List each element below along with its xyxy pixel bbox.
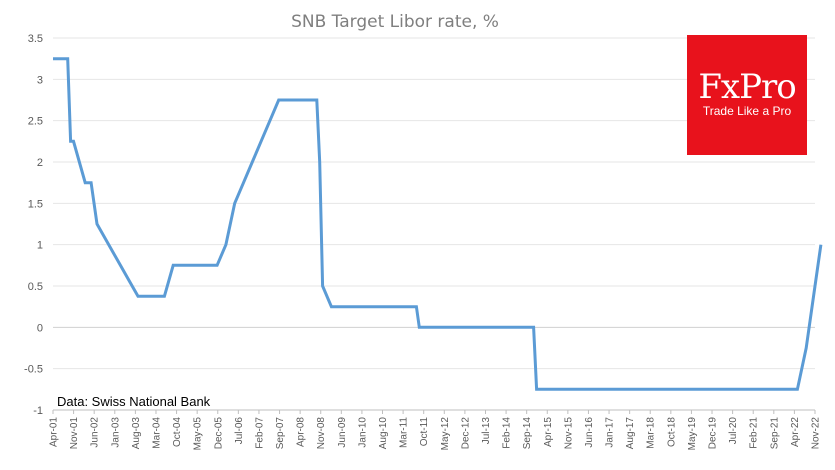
x-tick-label: Dec-19 — [708, 417, 719, 450]
x-tick-label: Oct-04 — [172, 417, 183, 447]
x-tick-label: Jul-13 — [481, 417, 492, 445]
x-tick-label: Aug-03 — [131, 417, 142, 450]
x-tick-label: Mar-04 — [151, 417, 162, 449]
x-tick-label: Dec-05 — [213, 417, 224, 450]
x-tick-label: Jan-10 — [357, 417, 368, 448]
x-tick-label: Jul-20 — [728, 417, 739, 445]
y-tick-label: 2.5 — [28, 116, 43, 128]
y-tick-label: 1.5 — [28, 198, 43, 210]
x-tick-label: May-19 — [687, 417, 698, 451]
x-tick-label: May-05 — [193, 417, 204, 451]
y-tick-label: 1 — [37, 240, 43, 252]
x-tick-label: Apr-08 — [296, 417, 307, 447]
x-tick-label: Apr-01 — [49, 417, 60, 447]
x-tick-label: Jan-03 — [110, 417, 121, 448]
x-axis — [53, 410, 815, 414]
fxpro-logo: FxPro Trade Like a Pro — [687, 35, 807, 155]
y-tick-label: -0.5 — [24, 364, 43, 376]
chart-title: SNB Target Libor rate, % — [291, 12, 499, 32]
source-note: Data: Swiss National Bank — [57, 394, 211, 409]
x-axis-tick-labels: Apr-01 Nov-01 Jun-02 Jan-03 Aug-03 Mar-04 Oct-… — [49, 417, 822, 451]
x-tick-label: Jun-02 — [90, 417, 101, 448]
x-tick-label: Jan-17 — [605, 417, 616, 448]
x-tick-label: Jun-09 — [337, 417, 348, 448]
x-tick-label: Oct-11 — [419, 417, 430, 447]
x-tick-label: May-12 — [440, 417, 451, 451]
x-tick-label: Jul-06 — [234, 417, 245, 445]
logo-wordmark: FxPro — [698, 67, 795, 107]
x-tick-label: Sep-21 — [769, 417, 780, 450]
x-tick-label: Oct-18 — [666, 417, 677, 447]
y-tick-label: 3.5 — [28, 33, 43, 45]
x-tick-label: Feb-21 — [749, 417, 760, 449]
x-tick-label: Mar-11 — [399, 417, 410, 448]
y-axis-tick-labels: 3.5 3 2.5 2 1.5 1 0.5 0 -0.5 -1 — [24, 33, 43, 417]
x-tick-label: Feb-14 — [502, 417, 513, 449]
x-tick-label: Mar-18 — [646, 417, 657, 449]
x-tick-label: Sep-07 — [275, 417, 286, 450]
x-tick-label: Apr-15 — [543, 417, 554, 447]
x-tick-label: Dec-12 — [460, 417, 471, 450]
y-tick-label: -1 — [33, 405, 43, 417]
x-tick-label: Feb-07 — [254, 417, 265, 449]
x-tick-label: Aug-17 — [625, 417, 636, 450]
y-tick-label: 0.5 — [28, 281, 43, 293]
y-tick-label: 2 — [37, 157, 43, 169]
y-tick-label: 0 — [37, 322, 43, 334]
x-tick-label: Apr-22 — [790, 417, 801, 447]
x-tick-label: Aug-10 — [378, 417, 389, 450]
x-tick-label: Sep-14 — [522, 417, 533, 450]
x-tick-label: Jun-16 — [584, 417, 595, 448]
x-tick-label: Nov-08 — [316, 417, 327, 450]
y-tick-label: 3 — [37, 74, 43, 86]
x-tick-label: Nov-01 — [69, 417, 80, 450]
x-tick-label: Nov-22 — [811, 417, 822, 450]
x-tick-label: Nov-15 — [563, 417, 574, 450]
logo-tagline: Trade Like a Pro — [703, 104, 792, 118]
